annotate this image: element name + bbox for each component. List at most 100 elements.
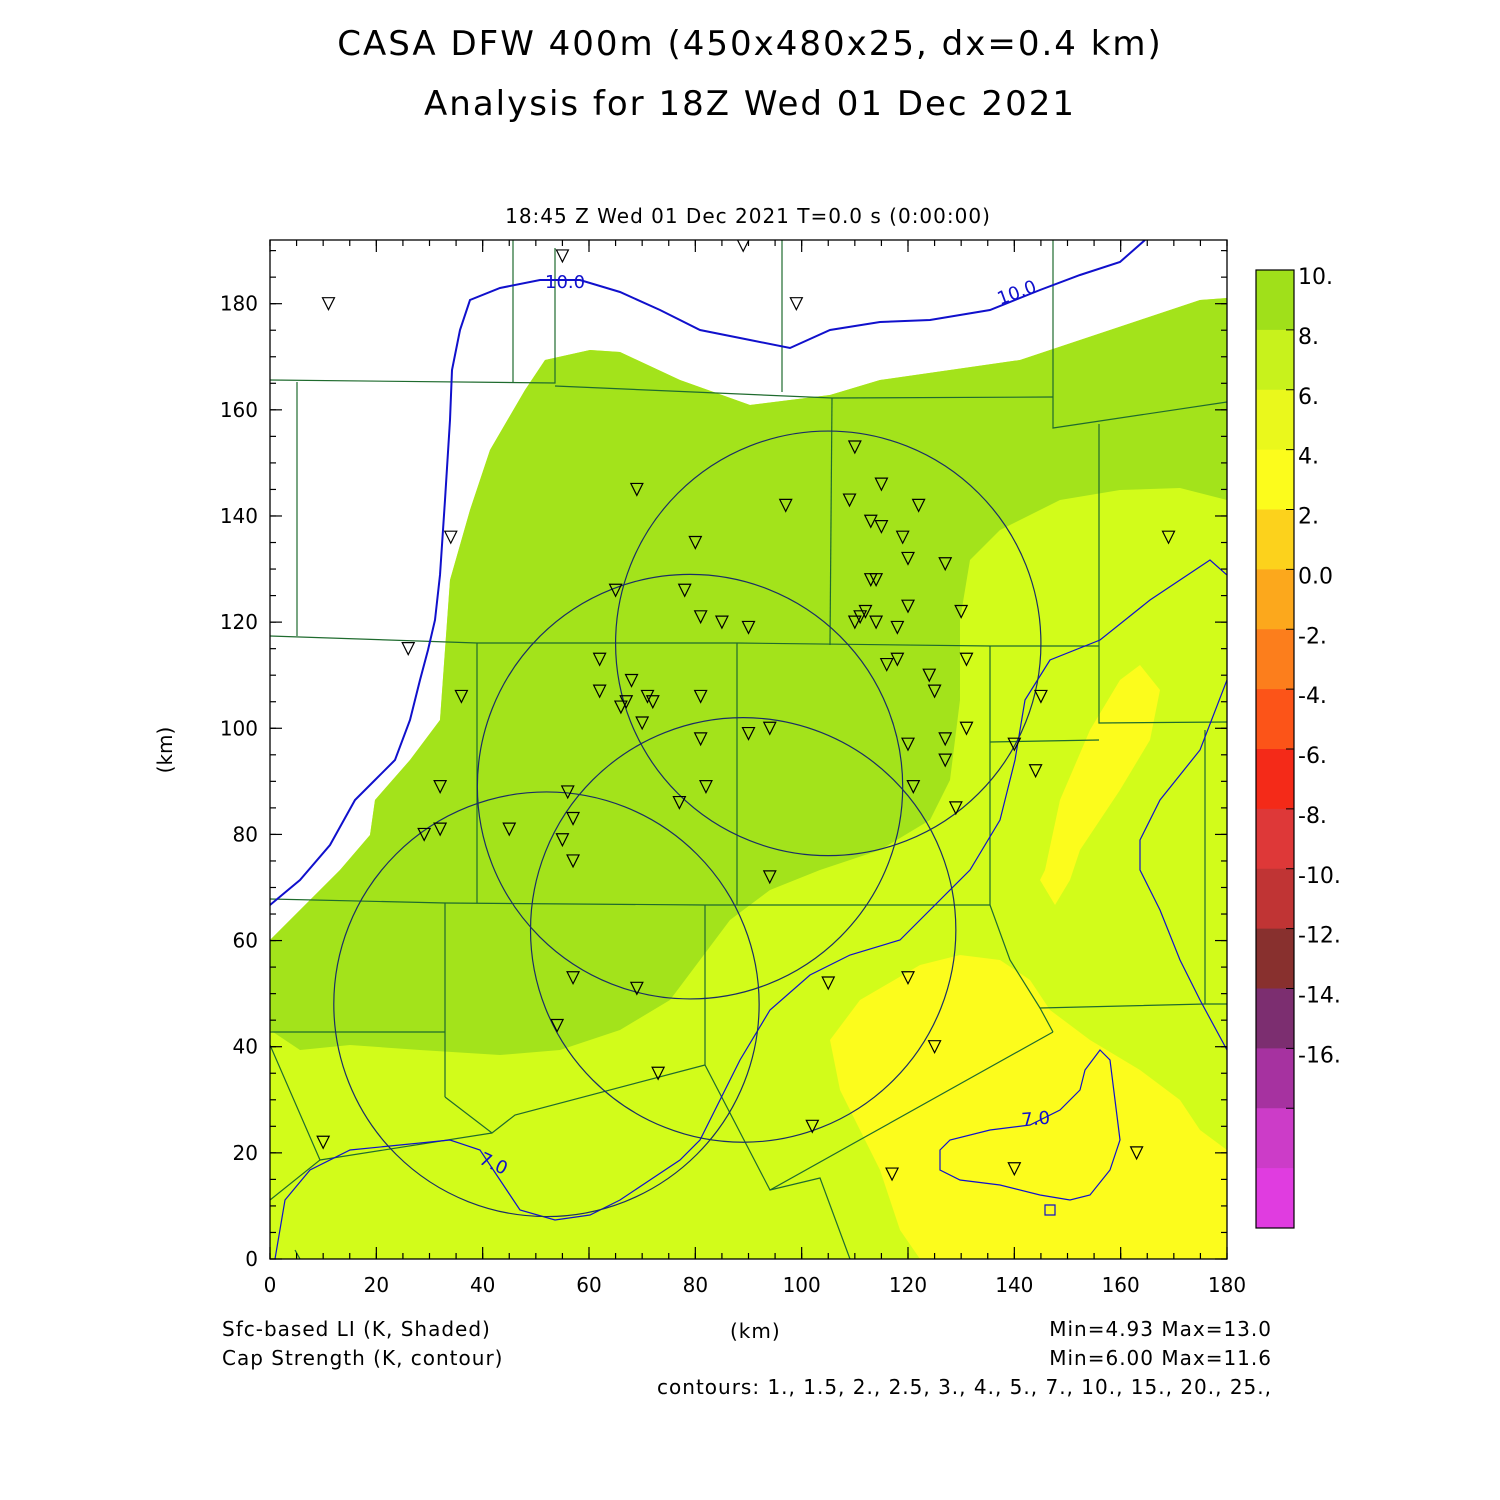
station-marker (895, 530, 910, 545)
x-tick-label: 180 (1208, 1273, 1246, 1297)
station-marker (714, 615, 729, 630)
valid-time-label: 18:45 Z Wed 01 Dec 2021 T=0.0 s (0:00:00… (505, 204, 991, 228)
station-marker (454, 689, 469, 704)
station-marker (321, 297, 336, 312)
station-marker (693, 610, 708, 625)
colorbar (1255, 269, 1295, 1229)
station-marker (741, 620, 756, 635)
station-marker (901, 599, 915, 614)
station-marker (906, 780, 921, 794)
y-tick-label: 140 (220, 504, 258, 528)
station-marker (566, 811, 581, 826)
colorbar-swatch (1256, 988, 1294, 1049)
colorbar-swatch (1256, 928, 1294, 989)
station-marker (858, 604, 873, 619)
li-band-4-6 (830, 665, 1227, 1259)
colorbar-label: -14. (1298, 984, 1341, 1009)
station-marker (635, 716, 650, 731)
radar-ring (333, 791, 760, 1218)
y-tick-label: 20 (233, 1141, 258, 1165)
station-marker (1028, 764, 1043, 779)
colorbar-label: -6. (1298, 744, 1327, 769)
colorbar-label: -8. (1298, 804, 1327, 829)
station-marker (698, 780, 713, 794)
station-marker (869, 615, 884, 630)
colorbar-swatch (1256, 868, 1294, 930)
station-marker (645, 695, 660, 710)
station-marker (566, 854, 581, 869)
contour-label: 10.0 (545, 272, 585, 293)
station-marker (1033, 689, 1048, 704)
colorbar-label: -2. (1298, 624, 1327, 649)
y-tick-label: 100 (220, 716, 258, 740)
station-marker (640, 689, 655, 704)
station-marker (805, 1119, 820, 1134)
station-marker (927, 684, 942, 699)
colorbar-swatch (1256, 1048, 1294, 1109)
colorbar-swatch (1256, 569, 1294, 630)
station-marker (922, 668, 937, 683)
x-tick-label: 0 (264, 1273, 277, 1297)
station-marker (959, 652, 974, 667)
contour-labels: 10.0 10.07.07.0 (476, 272, 1051, 1180)
station-marker (688, 535, 703, 550)
station-marker (592, 652, 607, 667)
colorbar-swatch (1256, 1108, 1294, 1169)
y-tick-label: 180 (220, 292, 258, 316)
station-marker (316, 1135, 331, 1150)
station-marker (901, 737, 915, 752)
x-tick-label: 140 (995, 1273, 1033, 1297)
x-tick-label: 120 (889, 1273, 927, 1297)
station-marker (853, 610, 868, 625)
station-marker (677, 583, 692, 598)
colorbar-swatch (1256, 749, 1294, 810)
y-tick-label: 0 (245, 1247, 258, 1271)
station-marker (1007, 737, 1022, 752)
axis-ticks (269, 240, 1228, 1260)
station-marker (863, 514, 878, 529)
radar-ring (476, 573, 904, 1000)
station-marker (938, 732, 953, 747)
y-tick-label: 160 (220, 398, 258, 422)
y-tick-label: 60 (233, 929, 258, 953)
colorbar-swatch (1256, 329, 1294, 391)
radar-range-rings (333, 430, 1042, 1218)
station-marker (693, 689, 708, 704)
footer-field1: Sfc-based LI (K, Shaded) (222, 1317, 491, 1341)
title-line-1: CASA DFW 400m (450x480x25, dx=0.4 km) (337, 24, 1163, 64)
station-marker (560, 785, 575, 800)
x-axis-label: (km) (730, 1319, 781, 1343)
station-marker (629, 482, 644, 497)
station-marker (401, 642, 416, 657)
contour-label: 7.0 (1021, 1108, 1051, 1131)
x-tick-label: 80 (683, 1273, 708, 1297)
station-marker (608, 583, 623, 598)
radar-ring (529, 717, 957, 1143)
title-line-2: Analysis for 18Z Wed 01 Dec 2021 (424, 84, 1076, 124)
x-tick-label: 60 (576, 1273, 601, 1297)
station-marker (762, 870, 777, 885)
y-tick-label: 120 (220, 610, 258, 634)
colorbar-label: -10. (1298, 864, 1341, 889)
colorbar-label: 4. (1298, 445, 1319, 470)
cap-strength-contours (270, 240, 1146, 906)
field-shading: 10.0 10.07.07.0 (270, 240, 1227, 1259)
station-marker (502, 822, 517, 837)
station-marker (629, 981, 644, 996)
station-marker (1129, 1146, 1144, 1161)
footer-contours: contours: 1., 1.5, 2., 2.5, 3., 4., 5., … (657, 1375, 1272, 1399)
station-marker (948, 801, 963, 816)
station-marker (624, 673, 639, 688)
station-marker (651, 1066, 666, 1081)
colorbar-label: 8. (1298, 325, 1319, 350)
colorbar-swatch (1256, 1168, 1294, 1229)
station-marker (417, 827, 432, 842)
colorbar-label: 6. (1298, 385, 1319, 410)
x-tick-label: 20 (364, 1273, 389, 1297)
y-tick-label: 80 (233, 822, 258, 846)
y-axis-label: (km) (153, 727, 177, 774)
li-band-8-10 (270, 298, 1227, 1055)
station-marker (821, 976, 836, 991)
station-marker (911, 498, 926, 513)
station-marker (874, 519, 889, 534)
